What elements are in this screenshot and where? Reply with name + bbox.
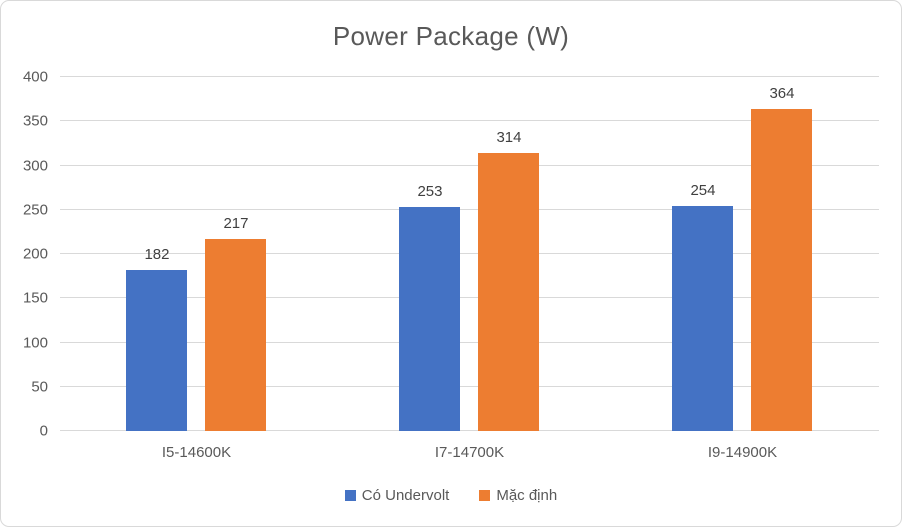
y-axis-tick-label: 300: [22, 157, 48, 174]
y-axis-tick-label: 250: [22, 201, 48, 219]
y-axis-tick-label: 350: [22, 112, 48, 130]
x-axis-category-label: I7-14700K: [434, 444, 505, 461]
gridline: [60, 120, 879, 122]
gridline: [60, 208, 879, 210]
bar-group: 253 314: [333, 77, 606, 431]
bar-I7-14700K-Có Undervolt: 253: [399, 183, 461, 431]
gridline: [60, 430, 879, 431]
bar-value-label: 314: [496, 129, 522, 147]
legend-label: Có Undervolt: [361, 487, 450, 504]
bar-I5-14600K-Có Undervolt: 182: [126, 246, 188, 431]
legend-swatch-icon: [344, 490, 356, 501]
legend-label: Mặc định: [496, 487, 558, 504]
y-axis-tick-label: 200: [22, 245, 48, 263]
legend: Có Undervolt Mặc định: [1, 487, 901, 504]
gridline: [60, 297, 879, 299]
bar-value-label: 182: [144, 245, 170, 263]
chart-title: Power Package (W): [332, 21, 570, 51]
bar-value-label: 217: [223, 214, 249, 232]
legend-item: Mặc định: [479, 487, 557, 504]
bar-I5-14600K-Mặc định: 217: [205, 215, 267, 431]
x-axis: I5-14600K I7-14700K I9-14900K: [60, 444, 879, 461]
bar-I9-14900K-Mặc định: 364: [751, 85, 813, 431]
y-axis-tick-label: 50: [31, 378, 48, 396]
x-axis-category-label: I9-14900K: [707, 444, 778, 461]
bar-value-label: 254: [690, 182, 716, 200]
gridline: [60, 164, 879, 166]
bar-value-label: 364: [769, 84, 795, 102]
y-axis: 0 50 100 150 200 250 300 350 400: [1, 69, 48, 440]
y-axis-tick-label: 400: [22, 68, 48, 86]
x-axis-category-label: I5-14600K: [161, 444, 232, 461]
plot-area: 182 217 253 314 254 364: [60, 76, 879, 431]
gridline: [60, 341, 879, 343]
legend-swatch-icon: [479, 490, 491, 501]
y-axis-tick-label: 0: [39, 422, 48, 440]
y-axis-tick-label: 150: [22, 289, 48, 307]
gridline: [60, 76, 879, 77]
bar-I7-14700K-Mặc định: 314: [478, 129, 540, 431]
bar-value-label: 253: [417, 183, 443, 201]
bar-I9-14900K-Có Undervolt: 254: [672, 182, 734, 431]
bar-group: 254 364: [606, 77, 879, 431]
legend-item: Có Undervolt: [344, 487, 450, 504]
gridline: [60, 385, 879, 387]
bar-group: 182 217: [60, 77, 333, 431]
y-axis-tick-label: 100: [22, 334, 48, 351]
gridline: [60, 253, 879, 254]
